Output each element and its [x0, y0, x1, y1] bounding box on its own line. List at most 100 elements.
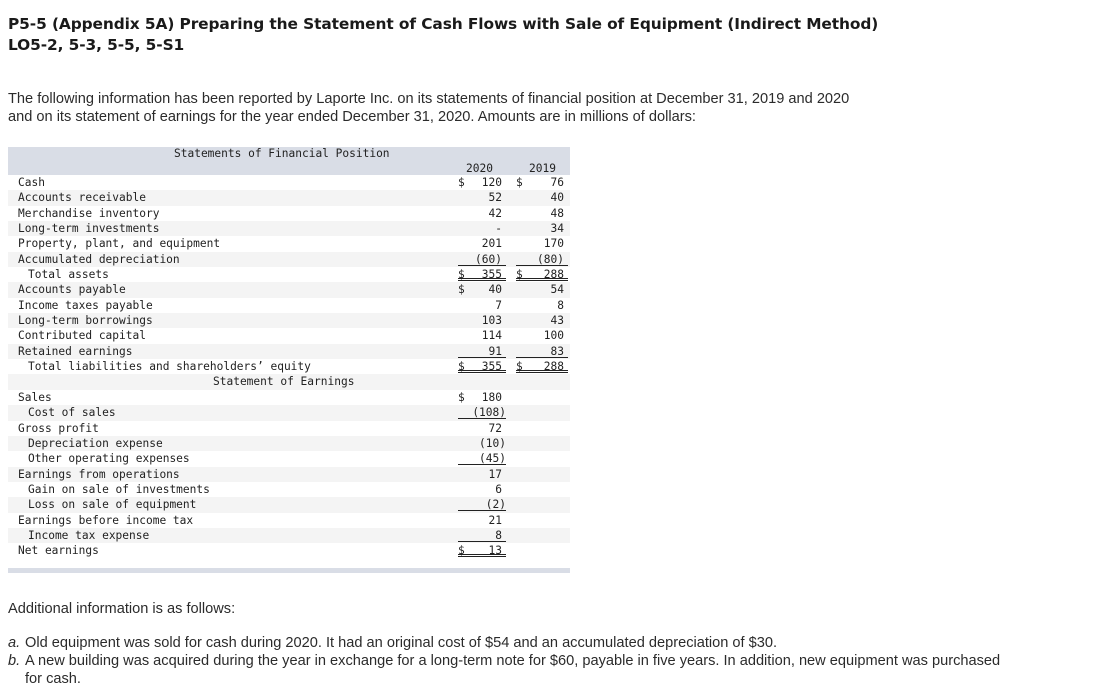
- problem-title: P5-5 (Appendix 5A) Preparing the Stateme…: [8, 14, 1098, 56]
- value-2020: (10): [479, 436, 506, 450]
- financial-position-title: Statements of Financial Position: [174, 147, 390, 160]
- additional-info-list: a. Old equipment was sold for cash durin…: [8, 634, 1008, 688]
- row-label: Retained earnings: [18, 344, 133, 358]
- row-label: Sales: [18, 390, 52, 404]
- row-label: Total liabilities and shareholders’ equi…: [28, 360, 311, 374]
- earnings-title: Statement of Earnings: [213, 375, 355, 389]
- table-row: Property, plant, and equipment 201 170: [8, 236, 570, 251]
- value-2020: (45): [458, 451, 506, 466]
- table-row: Contributed capital 114 100: [8, 328, 570, 343]
- learning-objectives: LO5-2, 5-3, 5-5, 5-S1: [8, 36, 185, 54]
- value-2020: $180: [458, 390, 502, 404]
- table-row: Income taxes payable 7 8: [8, 298, 570, 313]
- value-2020: 21: [488, 513, 502, 527]
- value-2020: 17: [488, 467, 502, 481]
- column-header-2019: 2019: [529, 162, 556, 175]
- value-2020: $120: [458, 176, 502, 189]
- row-label: Long-term investments: [18, 222, 160, 236]
- value-2020: $13: [458, 543, 506, 558]
- intro-line1: The following information has been repor…: [8, 91, 850, 107]
- row-label: Other operating expenses: [28, 452, 190, 466]
- row-label: Long-term borrowings: [18, 314, 153, 328]
- row-label: Property, plant, and equipment: [18, 237, 221, 251]
- table-row: Long-term borrowings 103 43: [8, 313, 570, 329]
- table-row: Accumulated depreciation (60) (80): [8, 251, 570, 268]
- list-item-text: A new building was acquired during the y…: [25, 653, 1001, 687]
- value-2020: 201: [481, 237, 502, 251]
- value-2020: $355: [458, 267, 506, 282]
- row-label: Gross profit: [18, 421, 99, 435]
- row-label: Cost of sales: [28, 406, 116, 420]
- value-2019: 83: [516, 344, 568, 358]
- table-row: Earnings from operations 17: [8, 466, 570, 482]
- table-row-total: Total liabilities and shareholders’ equi…: [8, 359, 570, 374]
- value-2020: 52: [488, 191, 502, 205]
- column-header-2020: 2020: [466, 162, 493, 175]
- value-2020: 8: [458, 528, 506, 542]
- list-item-text: Old equipment was sold for cash during 2…: [25, 635, 778, 651]
- list-marker: b.: [8, 653, 21, 669]
- row-label: Net earnings: [18, 544, 99, 558]
- row-label: Total assets: [28, 268, 109, 282]
- value-2020: 42: [488, 206, 502, 220]
- value-2019: $288: [516, 267, 568, 282]
- intro-line2: and on its statement of earnings for the…: [8, 108, 696, 125]
- row-label: Merchandise inventory: [18, 206, 160, 220]
- value-2020: $355: [458, 359, 506, 374]
- value-2019: 170: [543, 237, 564, 251]
- row-label: Gain on sale of investments: [28, 482, 210, 496]
- table-row: Retained earnings 91 83: [8, 343, 570, 360]
- earnings-section-header: Statement of Earnings: [8, 374, 570, 390]
- row-label: Income taxes payable: [18, 298, 153, 312]
- value-2019: 48: [550, 206, 564, 220]
- row-label: Earnings before income tax: [18, 513, 194, 527]
- value-2019: 54: [550, 283, 564, 297]
- table-row: Gross profit 72: [8, 421, 570, 436]
- table-footer-band: [8, 567, 570, 573]
- value-2019: 100: [543, 329, 564, 343]
- row-label: Cash: [18, 176, 45, 189]
- value-2019: $76: [516, 176, 564, 189]
- value-2020: (60): [458, 252, 506, 266]
- row-label: Contributed capital: [18, 329, 146, 343]
- value-2019: $288: [516, 359, 568, 374]
- table-row: Cash $120 $76: [8, 175, 570, 190]
- table-row-total: Total assets $355 $288: [8, 267, 570, 282]
- value-2020: (2): [458, 497, 506, 512]
- row-label: Earnings from operations: [18, 467, 180, 481]
- table-row: Gain on sale of investments 6: [8, 482, 570, 497]
- table-row-total: Net earnings $13: [8, 543, 570, 558]
- row-label: Depreciation expense: [28, 436, 163, 450]
- intro-paragraph: The following information has been repor…: [8, 91, 1008, 126]
- table-row: Accounts payable $40 54: [8, 282, 570, 298]
- value-2020: 91: [458, 344, 506, 358]
- value-2019: (80): [516, 252, 568, 266]
- row-label: Accounts receivable: [18, 191, 146, 205]
- row-label: Loss on sale of equipment: [28, 498, 197, 512]
- table-row: Long-term investments - 34: [8, 221, 570, 237]
- table-row: Earnings before income tax 21: [8, 513, 570, 528]
- list-marker: a.: [8, 635, 21, 651]
- problem-title-line1: P5-5 (Appendix 5A) Preparing the Stateme…: [8, 15, 879, 33]
- list-item: b. A new building was acquired during th…: [8, 652, 1008, 688]
- value-2020: 103: [481, 314, 502, 328]
- financial-statements-table: Statements of Financial Position 2020 20…: [8, 147, 570, 573]
- table-header: Statements of Financial Position 2020 20…: [8, 147, 570, 175]
- additional-info-heading: Additional information is as follows:: [8, 601, 236, 617]
- value-2019: 40: [550, 191, 564, 205]
- list-item: a. Old equipment was sold for cash durin…: [8, 634, 1008, 652]
- value-2019: 43: [550, 314, 564, 328]
- value-2020: 114: [481, 329, 502, 343]
- table-row: Income tax expense 8: [8, 527, 570, 544]
- table-row: Loss on sale of equipment (2): [8, 497, 570, 513]
- row-label: Income tax expense: [28, 528, 150, 542]
- table-row: Other operating expenses (45): [8, 451, 570, 466]
- table-row: Cost of sales (108): [8, 405, 570, 421]
- value-2020: (108): [458, 405, 506, 420]
- value-2019: 34: [550, 222, 564, 236]
- table-row: Accounts receivable 52 40: [8, 190, 570, 206]
- row-label: Accounts payable: [18, 283, 126, 297]
- value-2019: 8: [557, 298, 564, 312]
- value-2020: $40: [458, 283, 502, 297]
- value-2020: 6: [495, 482, 502, 496]
